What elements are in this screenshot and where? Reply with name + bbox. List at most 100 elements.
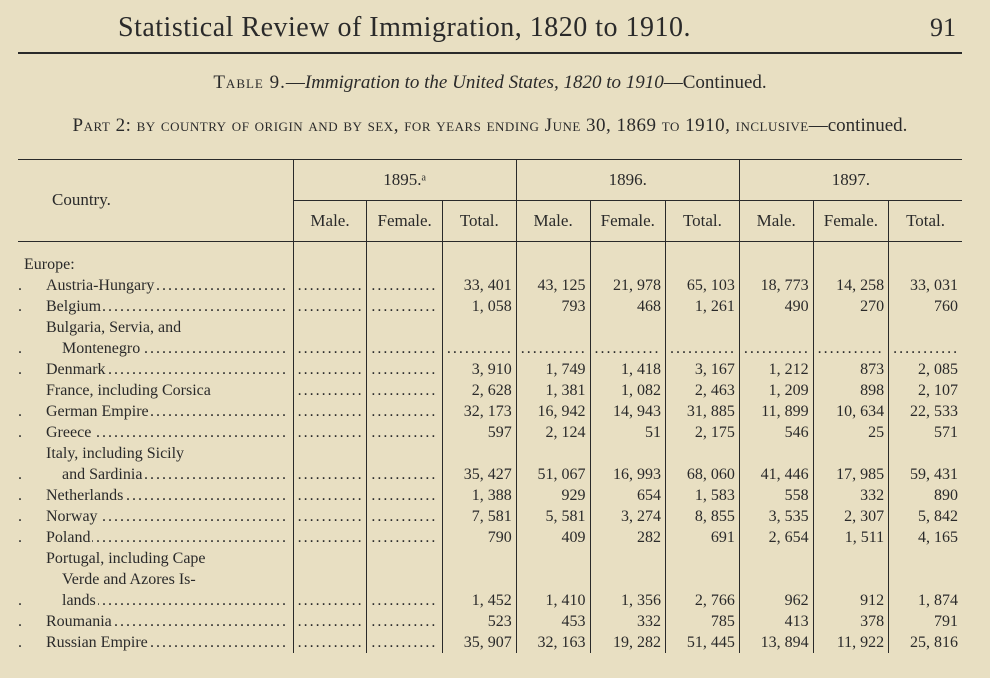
value-cell bbox=[293, 317, 367, 338]
value-cell: 282 bbox=[590, 527, 665, 548]
country-label: France, including Corsica bbox=[24, 382, 213, 399]
value-cell: 22, 533 bbox=[889, 401, 962, 422]
value-cell bbox=[442, 317, 516, 338]
value-cell: 33, 401 bbox=[442, 275, 516, 296]
value-cell bbox=[367, 548, 442, 569]
caption-title: Immigration to the United States, 1820 t… bbox=[305, 72, 664, 93]
value-cell: 5, 842 bbox=[889, 506, 962, 527]
value-cell bbox=[442, 548, 516, 569]
value-cell: 597 bbox=[442, 422, 516, 443]
value-cell bbox=[590, 317, 665, 338]
value-cell: 785 bbox=[666, 611, 740, 632]
col-male: Male. bbox=[293, 200, 367, 241]
value-cell bbox=[367, 380, 442, 401]
col-year-1896: 1896. bbox=[516, 159, 739, 200]
value-cell bbox=[293, 401, 367, 422]
value-cell bbox=[367, 275, 442, 296]
col-country: Country. bbox=[18, 159, 293, 241]
country-cell: Roumania bbox=[18, 611, 293, 632]
value-cell bbox=[367, 464, 442, 485]
country-label: Portugal, including Cape bbox=[24, 550, 208, 567]
value-cell: 654 bbox=[590, 485, 665, 506]
country-label: and Sardinia bbox=[24, 466, 144, 483]
value-cell: 378 bbox=[813, 611, 888, 632]
table-row: Poland7904092826912, 6541, 5114, 165 bbox=[18, 527, 962, 548]
value-cell: 332 bbox=[813, 485, 888, 506]
value-cell: 25, 816 bbox=[889, 632, 962, 653]
value-cell: 890 bbox=[889, 485, 962, 506]
value-cell: 17, 985 bbox=[813, 464, 888, 485]
value-cell bbox=[739, 443, 813, 464]
value-cell: 1, 511 bbox=[813, 527, 888, 548]
country-cell: German Empire bbox=[18, 401, 293, 422]
value-cell bbox=[516, 317, 590, 338]
table-row: and Sardinia35, 42751, 06716, 99368, 060… bbox=[18, 464, 962, 485]
value-cell: 1, 583 bbox=[666, 485, 740, 506]
value-cell: 14, 258 bbox=[813, 275, 888, 296]
table-row: lands1, 4521, 4101, 3562, 7669629121, 87… bbox=[18, 590, 962, 611]
value-cell: 21, 978 bbox=[590, 275, 665, 296]
value-cell: 3, 274 bbox=[590, 506, 665, 527]
value-cell bbox=[293, 632, 367, 653]
table-body: Europe:Austria-Hungary33, 40143, 12521, … bbox=[18, 241, 962, 653]
value-cell: 1, 082 bbox=[590, 380, 665, 401]
table-row: Belgium1, 0587934681, 261490270760 bbox=[18, 296, 962, 317]
value-cell: 51, 067 bbox=[516, 464, 590, 485]
value-cell: 2, 175 bbox=[666, 422, 740, 443]
value-cell bbox=[590, 548, 665, 569]
country-label: Europe: bbox=[24, 256, 77, 273]
value-cell: 409 bbox=[516, 527, 590, 548]
value-cell bbox=[293, 254, 367, 275]
value-cell: 1, 418 bbox=[590, 359, 665, 380]
value-cell: 2, 107 bbox=[889, 380, 962, 401]
table-row: Montenegro bbox=[18, 338, 962, 359]
table-row: Bulgaria, Servia, and bbox=[18, 317, 962, 338]
table-row: Europe: bbox=[18, 254, 962, 275]
value-cell: 2, 124 bbox=[516, 422, 590, 443]
value-cell: 13, 894 bbox=[739, 632, 813, 653]
value-cell bbox=[293, 338, 367, 359]
part-line: Part 2: by country of origin and by sex,… bbox=[18, 112, 962, 141]
value-cell bbox=[367, 296, 442, 317]
value-cell: 7, 581 bbox=[442, 506, 516, 527]
country-label: Netherlands bbox=[24, 487, 125, 504]
value-cell: 68, 060 bbox=[666, 464, 740, 485]
value-cell: 35, 907 bbox=[442, 632, 516, 653]
country-label: lands bbox=[24, 592, 98, 609]
value-cell bbox=[367, 485, 442, 506]
country-cell: Portugal, including Cape bbox=[18, 548, 293, 569]
value-cell: 490 bbox=[739, 296, 813, 317]
value-cell bbox=[367, 317, 442, 338]
country-cell: Europe: bbox=[18, 254, 293, 275]
value-cell bbox=[293, 296, 367, 317]
value-cell: 453 bbox=[516, 611, 590, 632]
table-row: Roumania523453332785413378791 bbox=[18, 611, 962, 632]
country-cell: Norway bbox=[18, 506, 293, 527]
value-cell bbox=[442, 569, 516, 590]
running-title: Statistical Review of Immigration, 1820 … bbox=[118, 12, 691, 44]
value-cell bbox=[442, 254, 516, 275]
rule-top bbox=[18, 52, 962, 54]
table-row: German Empire32, 17316, 94214, 94331, 88… bbox=[18, 401, 962, 422]
value-cell: 929 bbox=[516, 485, 590, 506]
country-label: Belgium bbox=[24, 298, 103, 315]
value-cell: 691 bbox=[666, 527, 740, 548]
value-cell: 1, 356 bbox=[590, 590, 665, 611]
value-cell: 51, 445 bbox=[666, 632, 740, 653]
part-tail: —continued. bbox=[809, 115, 908, 136]
value-cell bbox=[442, 443, 516, 464]
value-cell bbox=[666, 569, 740, 590]
value-cell bbox=[516, 569, 590, 590]
country-label: Verde and Azores Is- bbox=[24, 571, 198, 588]
country-cell: Greece bbox=[18, 422, 293, 443]
country-cell: Russian Empire bbox=[18, 632, 293, 653]
value-cell: 1, 058 bbox=[442, 296, 516, 317]
value-cell: 1, 452 bbox=[442, 590, 516, 611]
country-label: Norway bbox=[24, 508, 100, 525]
value-cell: 523 bbox=[442, 611, 516, 632]
value-cell bbox=[889, 548, 962, 569]
table-row: Netherlands1, 3889296541, 583558332890 bbox=[18, 485, 962, 506]
value-cell: 18, 773 bbox=[739, 275, 813, 296]
value-cell: 1, 749 bbox=[516, 359, 590, 380]
table-row: Verde and Azores Is- bbox=[18, 569, 962, 590]
